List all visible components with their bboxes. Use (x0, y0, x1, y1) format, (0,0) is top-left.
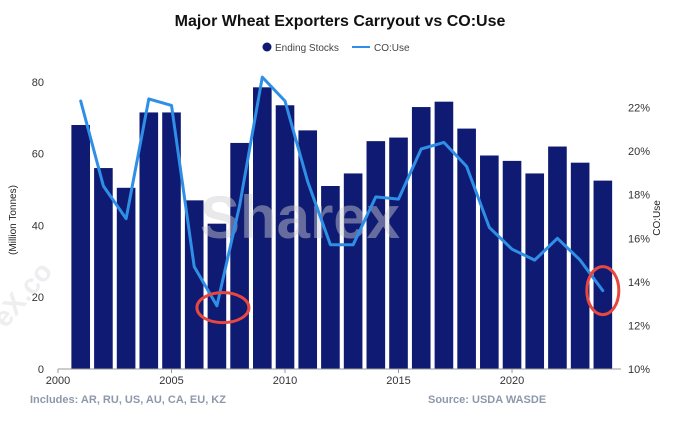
footer-source: Source: USDA WASDE (428, 394, 546, 406)
chart-title: Major Wheat Exporters Carryout vs CO:Use (175, 13, 506, 30)
bar-2022 (548, 146, 567, 369)
y-tick-label-40: 40 (32, 220, 44, 232)
bar-2003 (116, 187, 136, 369)
bar-2002 (94, 168, 113, 369)
y-tick-label-80: 80 (32, 77, 44, 89)
x-tick-label-2005: 2005 (159, 375, 183, 387)
y2-tick-label-20: 20% (628, 146, 650, 158)
bar-2013 (343, 173, 363, 369)
y-tick-label-20: 20 (32, 292, 44, 304)
bar-2017 (434, 101, 454, 370)
footer-includes: Includes: AR, RU, US, AU, CA, EU, KZ (30, 394, 226, 406)
y-tick-label-60: 60 (32, 149, 44, 161)
bar-2007 (207, 223, 227, 369)
x-tick-label-2010: 2010 (273, 375, 297, 387)
x-tick-label-2015: 2015 (386, 375, 410, 387)
annotations-group (195, 265, 621, 325)
y-tick-label-0: 0 (38, 364, 44, 376)
co-use-line (79, 75, 605, 308)
bar-2014 (366, 141, 386, 369)
bar-2001 (71, 125, 91, 369)
bars-group (71, 87, 613, 370)
bar-2009 (253, 87, 272, 369)
bar-2019 (480, 155, 499, 369)
line-group (79, 75, 605, 308)
y-axis-label: (Million Tonnes) (8, 185, 19, 255)
x-tick-label-2000: 2000 (46, 375, 70, 387)
bar-2008 (230, 142, 249, 369)
bar-2010 (275, 105, 295, 369)
bar-2021 (525, 173, 545, 369)
bar-2004 (139, 112, 159, 370)
y-axis-ticks: 0 20 40 60 80 (32, 77, 44, 376)
bar-2023 (570, 162, 590, 369)
highlight-circle-2007 (195, 291, 251, 325)
bar-2020 (502, 160, 522, 369)
bar-2018 (457, 128, 476, 369)
watermark-text: Sharex (200, 184, 400, 251)
legend-line-label: CO:Use (374, 43, 410, 54)
y2-tick-label-22: 22% (628, 103, 650, 115)
bar-2015 (389, 137, 408, 369)
chart-legend: Ending Stocks CO:Use (262, 42, 410, 54)
bar-2016 (411, 107, 431, 369)
highlight-circle-2024 (585, 265, 621, 317)
x-axis-ticks: 2000 2005 2010 2015 2020 (46, 369, 524, 387)
bar-2011 (298, 130, 318, 369)
y2-axis-ticks: 10% 12% 14% 16% 18% 20% 22% (628, 103, 650, 376)
watermark-side-text: eX.co (0, 256, 58, 333)
y2-tick-label-14: 14% (628, 277, 650, 289)
bar-2024 (593, 180, 613, 369)
y2-tick-label-18: 18% (628, 190, 650, 202)
y2-tick-label-12: 12% (628, 320, 650, 332)
x-tick-label-2020: 2020 (500, 375, 524, 387)
bar-2005 (162, 112, 181, 370)
y2-tick-label-16: 16% (628, 233, 650, 245)
legend-bar-swatch (262, 42, 272, 52)
y2-axis-label: CO:Use (652, 200, 663, 236)
y2-tick-label-10: 10% (628, 364, 650, 376)
legend-bar-label: Ending Stocks (275, 43, 339, 54)
